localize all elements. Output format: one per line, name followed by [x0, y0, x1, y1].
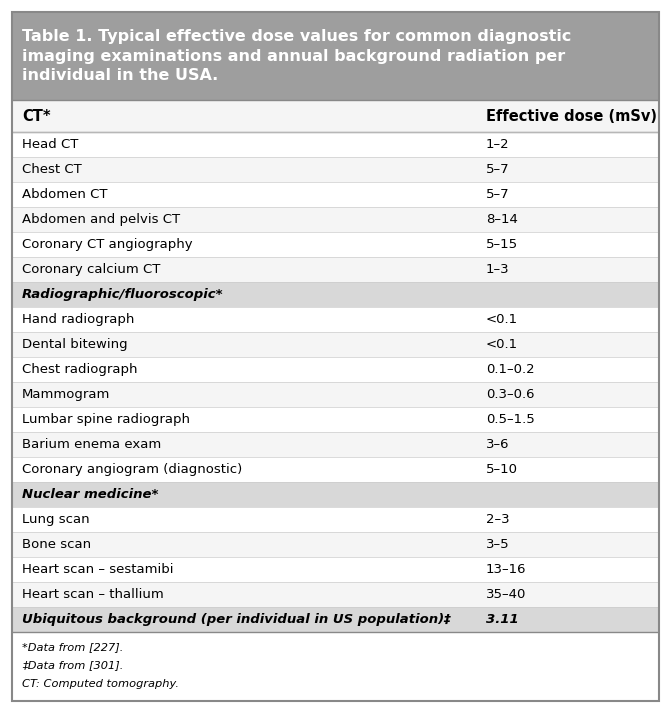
Bar — [12, 507, 659, 532]
Bar — [12, 482, 659, 507]
Text: Coronary angiogram (diagnostic): Coronary angiogram (diagnostic) — [22, 463, 242, 476]
Bar — [12, 182, 659, 207]
Bar — [12, 357, 659, 382]
Text: 8–14: 8–14 — [486, 213, 518, 226]
Bar — [12, 257, 659, 282]
Text: 0.5–1.5: 0.5–1.5 — [486, 413, 535, 426]
Bar — [12, 12, 659, 101]
Text: Table 1. Typical effective dose values for common diagnostic
imaging examination: Table 1. Typical effective dose values f… — [22, 29, 572, 83]
Bar — [12, 532, 659, 558]
Bar — [12, 132, 659, 157]
Text: CT: Computed tomography.: CT: Computed tomography. — [22, 679, 179, 689]
Text: Barium enema exam: Barium enema exam — [22, 438, 161, 451]
Text: *Data from [227].: *Data from [227]. — [22, 642, 123, 652]
Text: 0.1–0.2: 0.1–0.2 — [486, 363, 535, 376]
Text: ‡Data from [301].: ‡Data from [301]. — [22, 660, 123, 670]
Text: Coronary CT angiography: Coronary CT angiography — [22, 238, 193, 251]
Text: Chest CT: Chest CT — [22, 163, 82, 176]
Text: 5–7: 5–7 — [486, 188, 509, 201]
Bar — [12, 307, 659, 332]
Text: Nuclear medicine*: Nuclear medicine* — [22, 488, 158, 501]
Text: Radiographic/fluoroscopic*: Radiographic/fluoroscopic* — [22, 288, 223, 301]
Bar — [12, 558, 659, 583]
Bar — [12, 101, 659, 132]
Text: CT*: CT* — [22, 108, 50, 123]
Bar — [12, 457, 659, 482]
Bar — [12, 407, 659, 432]
Bar — [12, 282, 659, 307]
Text: 2–3: 2–3 — [486, 513, 509, 526]
Text: Mammogram: Mammogram — [22, 388, 110, 401]
Text: 3–6: 3–6 — [486, 438, 509, 451]
Text: Heart scan – sestamibi: Heart scan – sestamibi — [22, 563, 174, 576]
Text: Bone scan: Bone scan — [22, 538, 91, 551]
Text: 5–10: 5–10 — [486, 463, 518, 476]
Text: Dental bitewing: Dental bitewing — [22, 338, 127, 351]
Text: Effective dose (mSv): Effective dose (mSv) — [486, 108, 657, 123]
Text: 5–7: 5–7 — [486, 163, 509, 176]
Text: Ubiquitous background (per individual in US population)‡: Ubiquitous background (per individual in… — [22, 613, 451, 626]
Text: Coronary calcium CT: Coronary calcium CT — [22, 263, 160, 276]
Text: Lung scan: Lung scan — [22, 513, 90, 526]
Bar — [12, 607, 659, 632]
Bar — [12, 583, 659, 607]
Bar — [12, 232, 659, 257]
Bar — [12, 157, 659, 182]
Bar — [12, 637, 659, 701]
Text: Abdomen and pelvis CT: Abdomen and pelvis CT — [22, 213, 180, 226]
Text: 3–5: 3–5 — [486, 538, 509, 551]
Text: 3.11: 3.11 — [486, 613, 519, 626]
Bar — [12, 382, 659, 407]
Text: 0.3–0.6: 0.3–0.6 — [486, 388, 534, 401]
Text: Hand radiograph: Hand radiograph — [22, 313, 134, 326]
Text: 5–15: 5–15 — [486, 238, 518, 251]
Bar — [12, 432, 659, 457]
Text: Head CT: Head CT — [22, 138, 79, 150]
Text: Chest radiograph: Chest radiograph — [22, 363, 138, 376]
Text: 35–40: 35–40 — [486, 588, 526, 601]
Text: <0.1: <0.1 — [486, 338, 518, 351]
Text: 1–2: 1–2 — [486, 138, 509, 150]
Text: 1–3: 1–3 — [486, 263, 509, 276]
Bar — [12, 207, 659, 232]
Text: 13–16: 13–16 — [486, 563, 526, 576]
Text: <0.1: <0.1 — [486, 313, 518, 326]
Text: Lumbar spine radiograph: Lumbar spine radiograph — [22, 413, 190, 426]
Bar — [12, 332, 659, 357]
Text: Heart scan – thallium: Heart scan – thallium — [22, 588, 164, 601]
Text: Abdomen CT: Abdomen CT — [22, 188, 107, 201]
